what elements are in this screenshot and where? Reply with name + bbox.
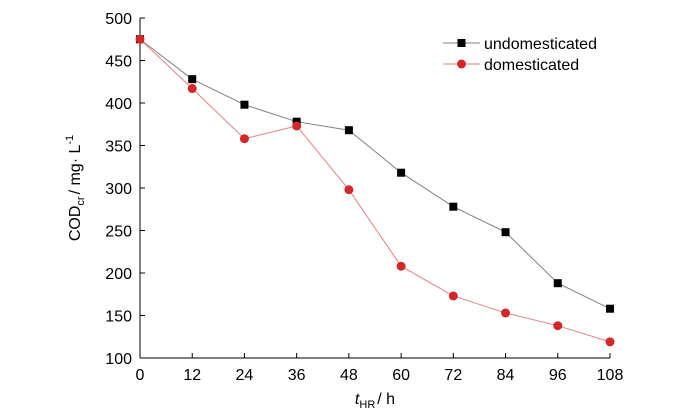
x-ticks: 0 12 24 36 48 60 72 84 96 108 — [136, 353, 624, 384]
x-tick-label: 0 — [136, 367, 145, 384]
data-point-domesticated — [396, 261, 406, 271]
legend: undomesticated domesticated — [443, 36, 597, 74]
y-tick-label: 200 — [105, 266, 132, 283]
data-point-domesticated — [135, 34, 145, 44]
x-tick-label: 96 — [549, 367, 567, 384]
series — [135, 34, 615, 347]
y-ticks: 100 150 200 250 300 350 400 450 500 — [105, 11, 145, 368]
series-line-undomesticated — [139, 38, 611, 310]
legend-label-undomesticated: undomesticated — [484, 36, 597, 53]
data-point-domesticated — [187, 84, 197, 94]
y-axis-label-base: COD — [67, 206, 84, 242]
x-tick-label: 108 — [597, 367, 624, 384]
legend-marker-undomesticated — [457, 39, 466, 47]
data-point-domesticated — [239, 134, 249, 144]
data-point-undomesticated — [344, 126, 353, 135]
data-point-undomesticated — [188, 75, 197, 84]
series-line-domesticated — [139, 38, 611, 343]
data-point-undomesticated — [449, 202, 458, 211]
y-tick-label: 350 — [105, 139, 132, 156]
y-tick-label: 500 — [105, 11, 132, 28]
x-tick-label: 60 — [392, 367, 410, 384]
data-point-undomesticated — [606, 304, 614, 313]
y-axis-label-sup: -1 — [64, 135, 76, 145]
x-axis-label-unit: / h — [377, 391, 395, 408]
y-axis-label-sub: cr — [75, 196, 87, 206]
data-point-undomesticated — [397, 168, 406, 177]
y-tick-label: 250 — [105, 224, 132, 241]
data-point-domesticated — [605, 337, 615, 347]
x-tick-label: 72 — [444, 367, 462, 384]
y-tick-label: 100 — [105, 351, 132, 368]
data-point-domesticated — [553, 321, 563, 331]
x-tick-label: 36 — [288, 367, 306, 384]
x-tick-label: 24 — [236, 367, 254, 384]
x-axis-label: tHR / h — [355, 391, 395, 411]
y-axis-label-unit: / mg· L — [67, 145, 84, 195]
data-point-domesticated — [501, 308, 511, 318]
legend-label-domesticated: domesticated — [484, 57, 579, 74]
x-tick-label: 84 — [497, 367, 515, 384]
data-point-undomesticated — [553, 279, 562, 288]
x-axis-label-var: t — [355, 391, 360, 408]
data-point-undomesticated — [501, 228, 510, 237]
data-point-undomesticated — [240, 100, 249, 109]
y-tick-label: 150 — [105, 309, 132, 326]
x-tick-label: 12 — [183, 367, 201, 384]
x-tick-label: 48 — [340, 367, 358, 384]
y-tick-label: 450 — [105, 54, 132, 71]
y-tick-label: 300 — [105, 181, 132, 198]
data-point-domesticated — [448, 291, 458, 301]
legend-marker-domesticated — [457, 59, 466, 69]
x-axis-label-sub: HR — [359, 399, 375, 411]
data-point-domesticated — [292, 121, 302, 131]
y-tick-label: 400 — [105, 96, 132, 113]
y-axis-label: CODcr/ mg· L-1 — [64, 135, 87, 241]
data-point-domesticated — [344, 185, 354, 195]
